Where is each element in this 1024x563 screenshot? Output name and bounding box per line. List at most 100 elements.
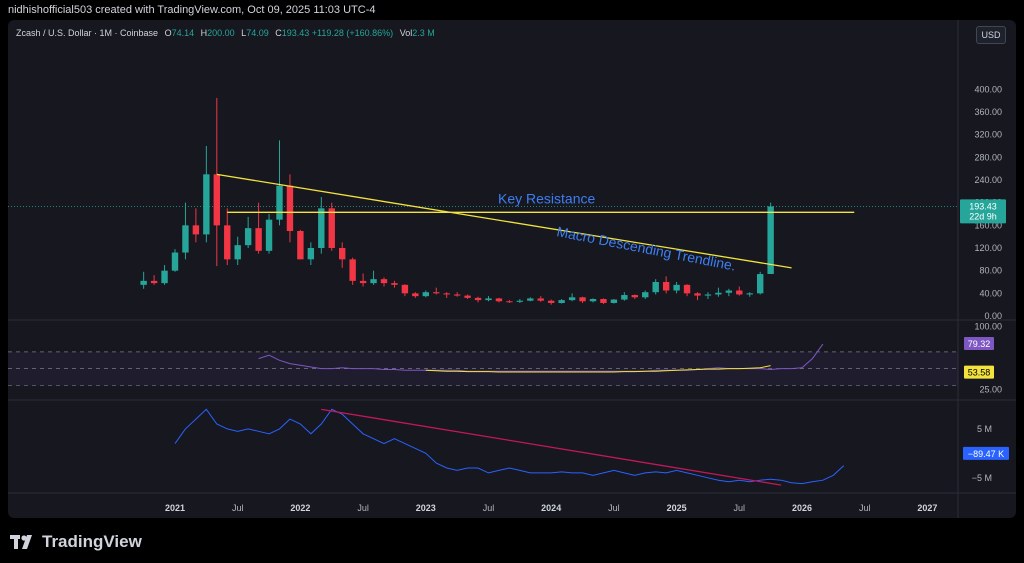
price-axis-tick: 280.00	[974, 152, 1002, 162]
price-tag-countdown: 22d 9h	[969, 211, 997, 221]
price-axis-tick: 240.00	[974, 175, 1002, 185]
candle-body	[171, 252, 179, 271]
candle-body	[527, 298, 534, 301]
candle-body	[642, 292, 649, 298]
candle-body	[359, 280, 367, 284]
time-axis-tick: 2025	[667, 503, 687, 513]
close-label: C	[275, 28, 282, 38]
candle-body	[495, 298, 503, 302]
candle-body	[150, 280, 158, 284]
time-axis-tick: Jul	[357, 503, 369, 513]
candle-body	[380, 279, 388, 284]
candle-body	[485, 298, 492, 301]
candle-body	[464, 295, 471, 298]
volume-label: Vol	[399, 28, 413, 38]
candle-body	[182, 225, 189, 253]
close-value: 193.43	[281, 28, 310, 38]
candle-body	[297, 231, 304, 260]
candle-body	[631, 295, 638, 298]
time-axis-tick: Jul	[483, 503, 495, 513]
time-axis-tick: Jul	[608, 503, 620, 513]
candle-body	[349, 259, 356, 281]
macd-tag-value: −89.47 K	[968, 449, 1004, 459]
time-axis-tick: 2024	[541, 503, 561, 513]
chart-canvas[interactable]: 400.00 360.00 320.00 280.00 240.00 200.00 160.…	[8, 20, 1016, 518]
descending-trendline	[216, 173, 792, 269]
symbol-legend: Zcash / U.S. Dollar · 1M · Coinbase O74.…	[16, 28, 435, 38]
candle-body	[234, 245, 241, 260]
time-axis-tick: 2022	[290, 503, 310, 513]
candle-body	[673, 284, 680, 291]
candle-body	[610, 299, 618, 303]
rsi-tag-box	[964, 365, 994, 379]
open-value: 74.14	[171, 28, 195, 38]
price-axis-tick: 400.00	[974, 84, 1002, 94]
symbol-title: Zcash / U.S. Dollar · 1M · Coinbase	[16, 28, 159, 38]
open-label: O	[164, 28, 172, 38]
candle-body	[318, 208, 325, 248]
candle-body	[192, 225, 200, 235]
time-axis-tick: 2027	[917, 503, 937, 513]
candle-body	[433, 292, 440, 294]
macd-axis-tick: 5 M	[977, 424, 992, 434]
rsi-axis-tick: 100.00	[974, 322, 1002, 332]
change-value: +119.28 (+160.86%)	[311, 28, 394, 38]
candle-body	[662, 282, 670, 291]
trendline-label: Macro Descending Trendline.	[555, 223, 737, 273]
candle-body	[391, 283, 398, 285]
candle-body	[161, 270, 168, 284]
price-axis-tick: 360.00	[974, 107, 1002, 117]
candle-body	[600, 299, 607, 303]
time-axis-tick: 2021	[165, 503, 185, 513]
high-label: H	[200, 28, 208, 38]
candle-body	[725, 290, 733, 293]
price-axis-tick: 80.00	[979, 266, 1002, 276]
candle-body	[589, 299, 597, 302]
candle-body	[140, 280, 147, 285]
candle-body	[558, 300, 565, 303]
rsi-tag-value: 53.58	[968, 368, 991, 378]
time-axis-tick: Jul	[734, 503, 746, 513]
time-axis-tick: Jul	[859, 503, 871, 513]
currency-button[interactable]: USD	[976, 26, 1006, 44]
price-axis-tick: 40.00	[979, 288, 1002, 298]
candle-body	[401, 284, 409, 294]
low-value: 74.09	[246, 28, 269, 38]
candle-body	[203, 174, 210, 235]
candle-body	[537, 298, 544, 301]
candle-body	[286, 185, 294, 231]
candle-body	[213, 174, 220, 226]
candle-body	[244, 228, 252, 246]
rsi-tag-value: 79.32	[968, 339, 991, 349]
time-axis-tick: Jul	[232, 503, 244, 513]
candle-body	[652, 282, 659, 293]
candle-body	[579, 297, 586, 302]
tradingview-logo-text: TradingView	[42, 532, 142, 551]
volume-value: 2.3 M	[412, 28, 435, 38]
rsi-ma-line	[425, 365, 771, 373]
rsi-tag-box	[964, 337, 994, 351]
candle-body	[265, 219, 273, 251]
key-resistance-label: Key Resistance	[498, 190, 595, 206]
tradingview-logo[interactable]: TradingView	[10, 532, 142, 552]
candle-body	[307, 248, 315, 260]
candle-body	[683, 284, 691, 294]
macd-tag-box	[963, 446, 1009, 460]
candle-body	[224, 225, 231, 260]
candle-body	[757, 274, 764, 294]
candle-body	[621, 295, 628, 300]
chart-frame[interactable]: Zcash / U.S. Dollar · 1M · Coinbase O74.…	[8, 20, 1016, 518]
price-axis-tick: 120.00	[974, 243, 1002, 253]
candle-body	[443, 293, 450, 295]
candle-body	[276, 185, 283, 220]
high-value: 200.00	[207, 28, 235, 38]
candle-body	[516, 300, 524, 302]
header-attribution: nidhishofficial503 created with TradingV…	[8, 4, 376, 16]
candle-body	[767, 206, 774, 274]
candle-body	[453, 294, 461, 296]
price-axis-tick: 160.00	[974, 220, 1002, 230]
time-axis-tick: 2023	[416, 503, 436, 513]
macd-axis-tick: −5 M	[972, 473, 992, 483]
candle-body	[339, 248, 346, 260]
candle-body	[746, 293, 753, 295]
